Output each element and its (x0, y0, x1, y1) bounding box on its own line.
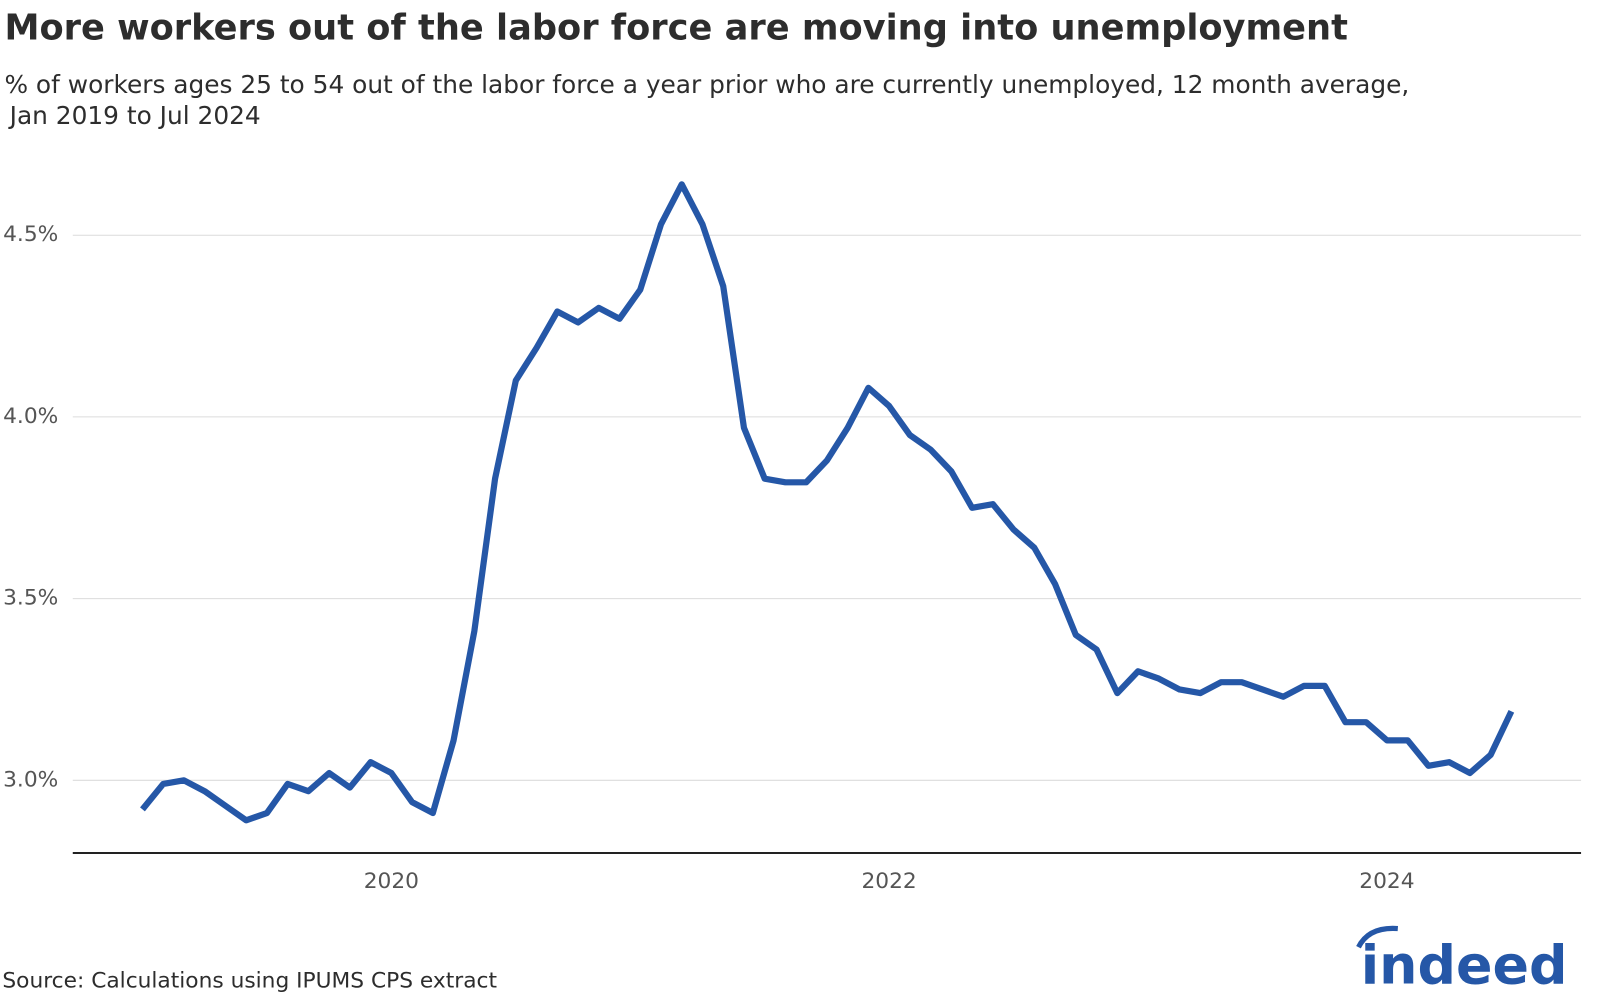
y-tick-label: 3.0% (3, 767, 58, 792)
chart-subtitle: % of workers ages 25 to 54 out of the la… (4, 70, 1409, 99)
x-tick-label: 2020 (364, 869, 419, 894)
logo: indeed (1361, 933, 1568, 996)
x-tick-label: 2024 (1359, 869, 1414, 894)
y-tick-label: 3.5% (3, 586, 58, 611)
line (140, 181, 1515, 824)
y-tick-label: 4.5% (3, 222, 58, 247)
logo-arc (1356, 925, 1399, 949)
source: Source: Calculations using IPUMS CPS ext… (2, 969, 497, 994)
x-tick-label: 2022 (861, 869, 916, 894)
y-tick-label: 4.0% (3, 404, 58, 429)
chart-subtitle: Jan 2019 to Jul 2024 (8, 101, 261, 130)
chart-title: More workers out of the labor force are … (4, 7, 1348, 48)
